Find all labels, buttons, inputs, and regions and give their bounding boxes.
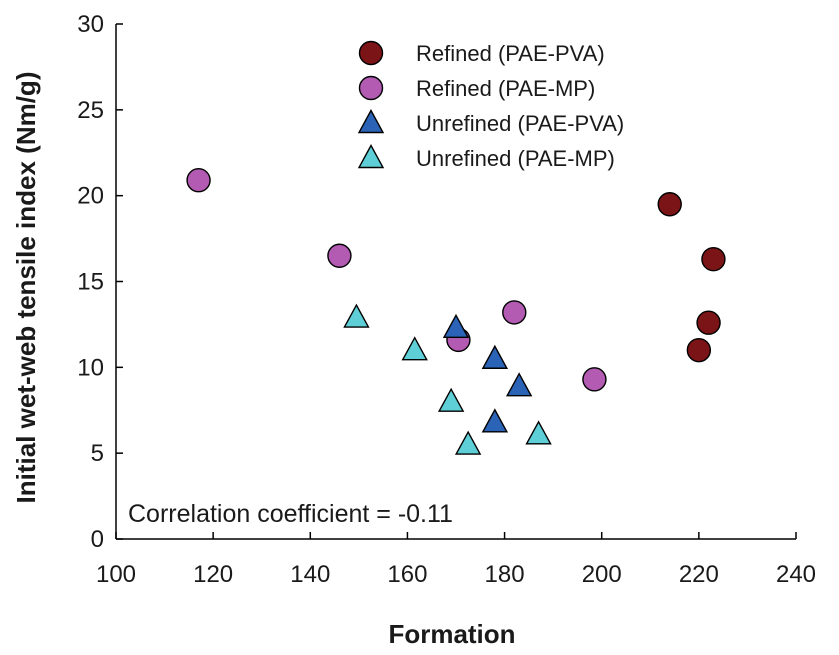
- y-tick-label: 30: [77, 11, 104, 38]
- y-tick-label: 0: [91, 526, 104, 553]
- correlation-annotation: Correlation coefficient = -0.11: [128, 500, 453, 528]
- y-tick-label: 25: [77, 97, 104, 124]
- x-tick-label: 240: [776, 561, 816, 588]
- x-tick-label: 160: [387, 561, 427, 588]
- y-tick-label: 5: [91, 440, 104, 467]
- x-tick-label: 220: [679, 561, 719, 588]
- x-axis-title: Formation: [388, 619, 515, 649]
- data-point: [481, 344, 509, 369]
- legend-marker: [357, 109, 385, 134]
- data-point: [686, 337, 712, 363]
- data-point: [525, 420, 552, 445]
- data-point: [442, 313, 470, 339]
- series-3: [442, 313, 533, 433]
- data-point: [696, 310, 721, 335]
- legend-label: Refined (PAE-MP): [416, 76, 595, 101]
- series-2: [186, 168, 607, 392]
- legend-label: Unrefined (PAE-MP): [416, 146, 615, 171]
- data-point: [582, 367, 607, 392]
- data-point: [502, 300, 527, 325]
- legend-marker: [358, 75, 384, 101]
- data-point: [401, 336, 428, 361]
- y-tick-label: 15: [77, 269, 104, 296]
- y-axis-title: Initial wet-web tensile index (Nm/g): [11, 72, 41, 504]
- data-point: [454, 430, 482, 455]
- series-4: [343, 303, 552, 455]
- x-tick-label: 120: [193, 561, 233, 588]
- legend: Refined (PAE-PVA) Refined (PAE-MP) Unrefin…: [357, 40, 624, 171]
- legend-label: Refined (PAE-PVA): [416, 41, 605, 66]
- x-tick-label: 140: [290, 561, 330, 588]
- data-points: [186, 168, 726, 455]
- legend-marker: [357, 144, 385, 169]
- x-tick-label: 100: [96, 561, 136, 588]
- series-1: [657, 192, 726, 363]
- y-tick-label: 10: [77, 354, 104, 381]
- data-point: [701, 246, 726, 272]
- data-point: [327, 243, 352, 268]
- data-point: [437, 387, 465, 412]
- legend-marker: [358, 40, 384, 66]
- data-point: [505, 372, 533, 397]
- data-point: [343, 303, 370, 328]
- data-point: [186, 168, 211, 193]
- x-tick-label: 180: [485, 561, 525, 588]
- y-tick-label: 20: [77, 183, 104, 210]
- data-point: [657, 192, 682, 217]
- data-point: [481, 408, 509, 433]
- axes: 0 5 10 15 20 25 30 100 120 140 160 180 200 220 240: [77, 11, 816, 588]
- x-tick-label: 200: [582, 561, 622, 588]
- legend-label: Unrefined (PAE-PVA): [416, 111, 624, 136]
